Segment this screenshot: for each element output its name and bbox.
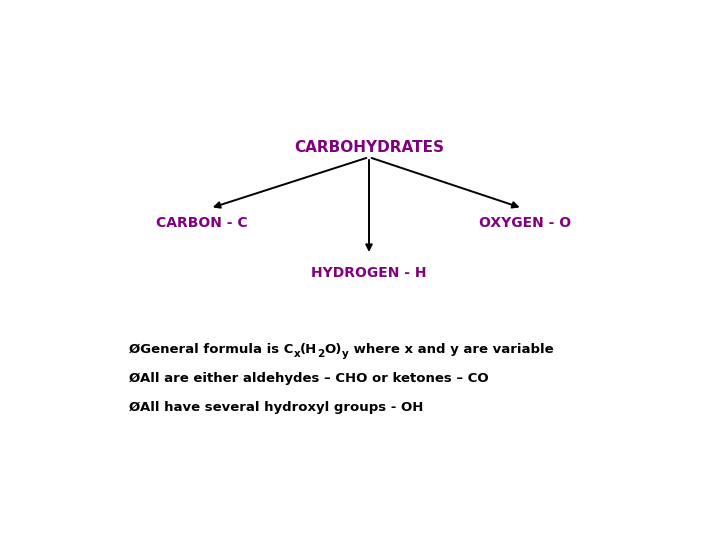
Text: 2: 2 [318, 349, 325, 359]
Text: ØGeneral formula is C: ØGeneral formula is C [129, 343, 294, 356]
Text: ØAll are either aldehydes – CHO or ketones – CO: ØAll are either aldehydes – CHO or keton… [129, 372, 489, 385]
Text: CARBOHYDRATES: CARBOHYDRATES [294, 140, 444, 156]
Text: O): O) [325, 343, 342, 356]
Text: (H: (H [300, 343, 318, 356]
Text: ØAll have several hydroxyl groups - OH: ØAll have several hydroxyl groups - OH [129, 401, 423, 414]
Text: y: y [342, 349, 348, 359]
Text: OXYGEN - O: OXYGEN - O [480, 216, 571, 230]
Text: x: x [294, 349, 300, 359]
Text: where x and y are variable: where x and y are variable [348, 343, 554, 356]
Text: HYDROGEN - H: HYDROGEN - H [311, 266, 427, 280]
Text: CARBON - C: CARBON - C [156, 216, 248, 230]
